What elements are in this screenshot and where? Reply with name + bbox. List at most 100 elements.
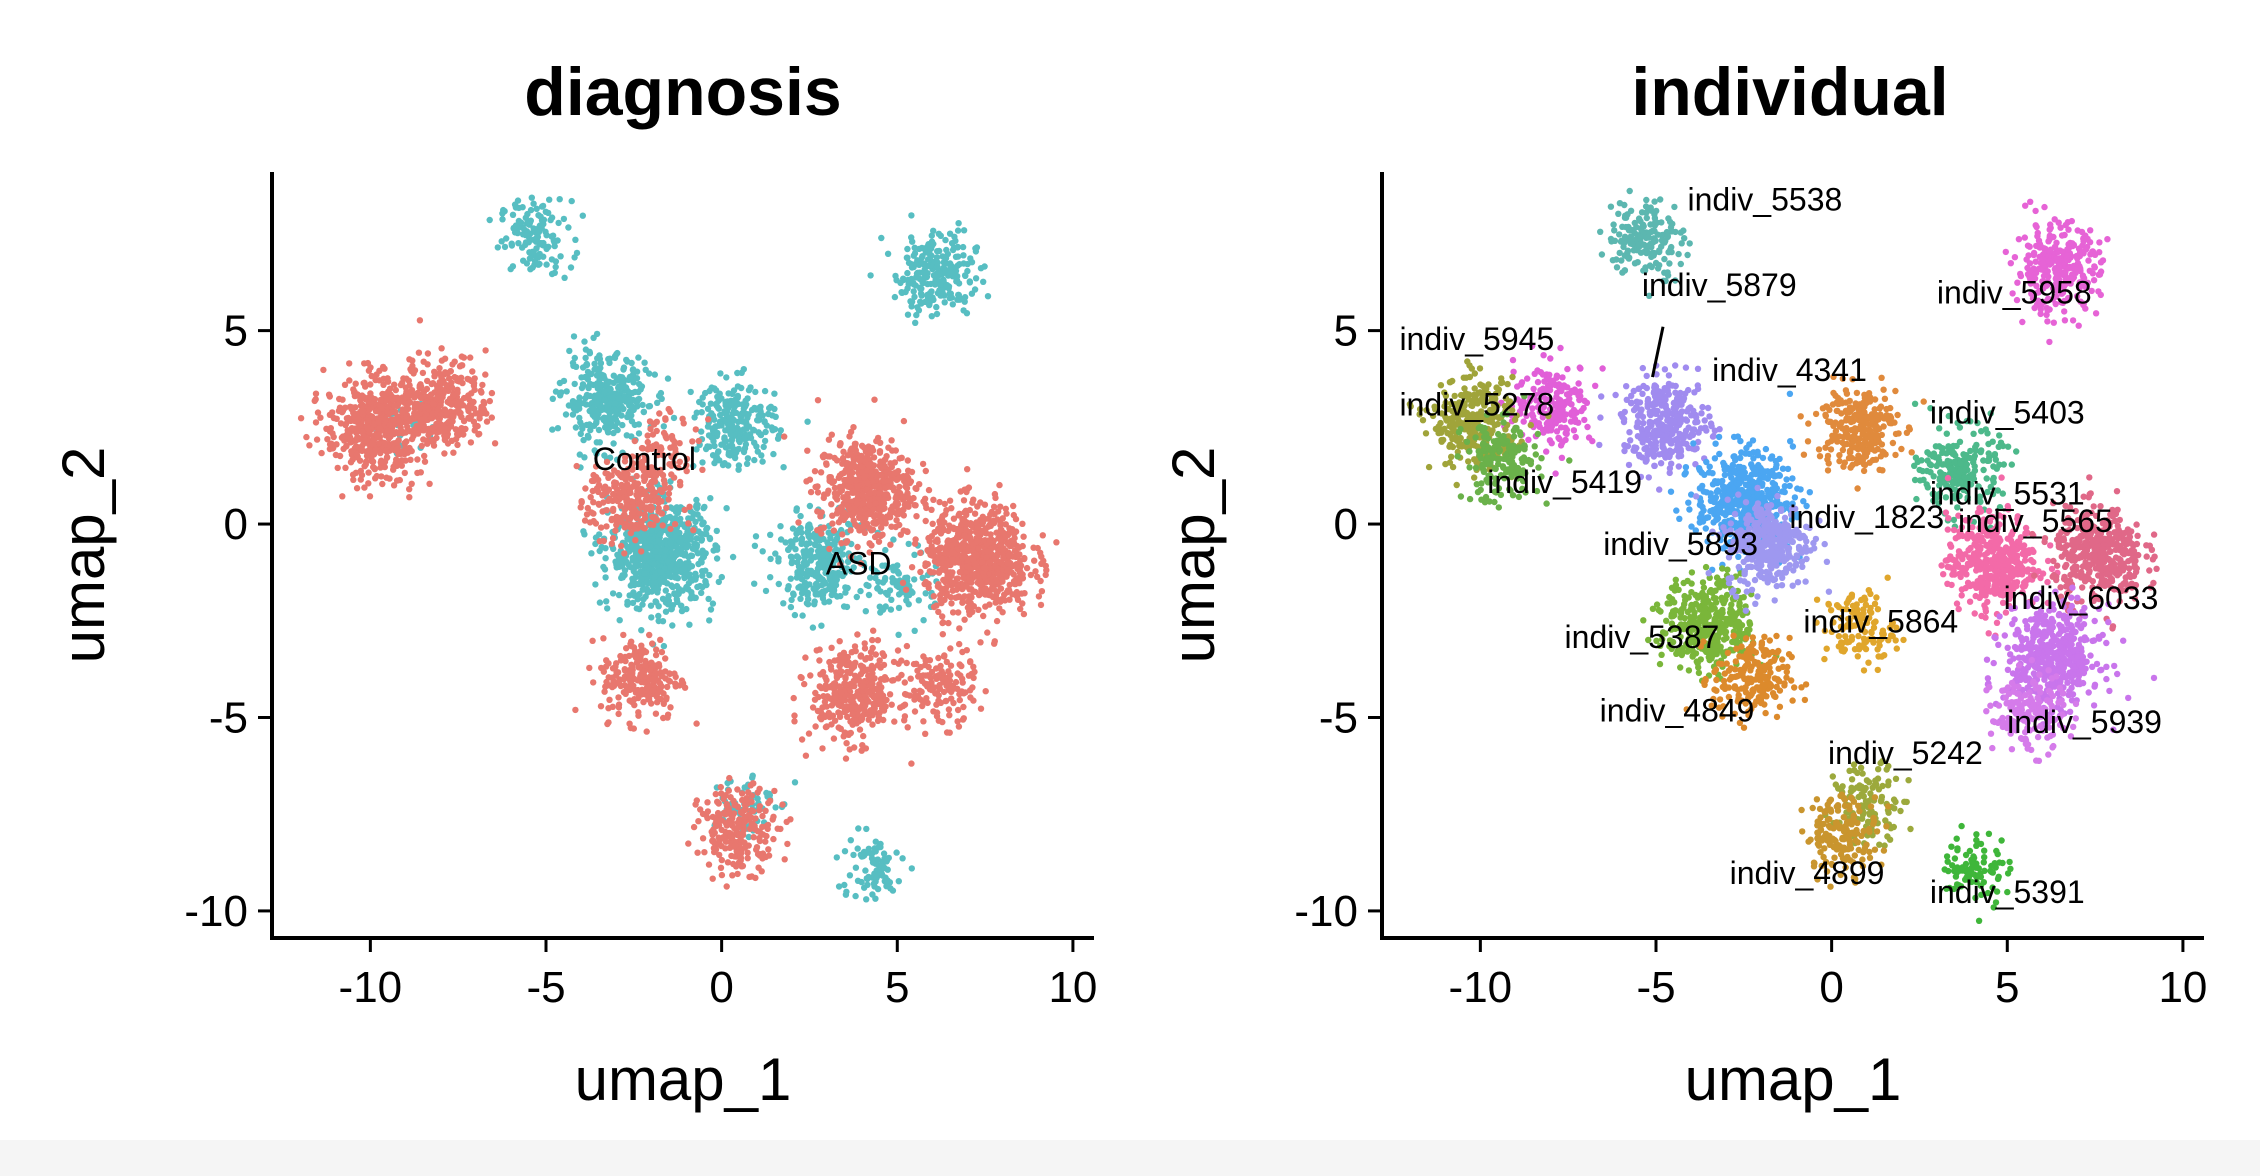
panel-0-point (825, 436, 833, 443)
panel-0-point (581, 338, 588, 345)
panel-0-point (672, 683, 679, 690)
panel-0-point (297, 415, 305, 422)
panel-0-point (625, 376, 632, 383)
panel-0-point (997, 585, 1005, 592)
panel-0-point (861, 852, 868, 859)
panel-0-point (911, 250, 919, 257)
panel-0-point (408, 480, 415, 487)
panel-0-point (606, 696, 613, 703)
panel-0-point (652, 710, 660, 717)
panel-0-point (835, 883, 843, 890)
panel-0-point (411, 426, 418, 433)
panel-0-point (325, 391, 333, 398)
panel-0-point (414, 469, 421, 477)
panel-0-point (899, 855, 906, 862)
panel-0-point (992, 494, 999, 502)
panel-0-point (589, 487, 596, 495)
panel-0-point (372, 447, 379, 454)
panel-0-point (881, 462, 888, 470)
panel-0-point (438, 345, 445, 352)
panel-0-point (603, 598, 610, 605)
panel-0-point (615, 376, 622, 383)
panel-0-point (340, 445, 347, 453)
panel-0-point (775, 555, 782, 562)
panel-0-point (384, 427, 391, 434)
panel-0-point (751, 456, 758, 464)
panel-0-point (961, 532, 968, 539)
panel-0-point (939, 619, 946, 627)
panel-0-point (996, 481, 1003, 489)
panel-0-point (436, 365, 443, 372)
panel-0-point (404, 405, 412, 413)
panel-0-point (704, 524, 711, 532)
panel-0-point (672, 533, 679, 540)
panel-0-point (654, 699, 661, 706)
panel-0-point (590, 499, 597, 506)
panel-0-point (660, 423, 667, 430)
panel-0-point (635, 354, 642, 361)
panel-0-point (830, 735, 838, 742)
panel-0-point (971, 286, 979, 293)
panel-0-point (917, 549, 924, 557)
panel-0-point (767, 555, 774, 563)
panel-0-point (464, 375, 471, 383)
panel-0-point (587, 426, 594, 434)
panel-0-point (973, 551, 980, 559)
panel-0-point (638, 518, 645, 525)
panel-0-point (626, 396, 633, 403)
panel-0-point (421, 414, 428, 422)
panel-0-point (705, 432, 713, 439)
panel-0-point (602, 574, 609, 581)
panel-0-point (911, 627, 918, 634)
panel-0-point (937, 597, 945, 605)
panel-0-point (609, 703, 616, 710)
panel-0-point (405, 377, 412, 384)
panel-0-point (450, 413, 457, 421)
panel-0-point (893, 476, 900, 484)
panel-0-point (625, 672, 633, 679)
panel-0-point (551, 242, 558, 250)
panel-0-point (408, 447, 415, 455)
panel-0-point (512, 222, 520, 229)
panel-0-point (960, 516, 968, 523)
panel-0-point (933, 310, 941, 318)
panel-0-point (900, 275, 907, 282)
panel-0-point (918, 300, 925, 307)
panel-0-point (377, 396, 384, 404)
panel-0-point (884, 250, 892, 257)
panel-0-point (572, 236, 579, 243)
panel-0-point (673, 544, 681, 551)
panel-0-point (789, 541, 796, 548)
panel-0-point (935, 230, 942, 237)
panel-0-point (350, 386, 357, 393)
panel-0-point (839, 455, 846, 463)
panel-0-point (641, 662, 648, 669)
panel-0-point (832, 581, 840, 589)
panel-0-point (582, 485, 589, 492)
panel-0-point (621, 550, 628, 557)
panel-0-point (997, 598, 1004, 605)
panel-0-point (840, 603, 848, 610)
panel-0-point (878, 234, 885, 242)
panel-0-point (890, 487, 898, 494)
panel-0-point (1002, 505, 1009, 512)
panel-0-point (651, 573, 658, 581)
panel-0-point (425, 425, 432, 433)
panel-0-point (421, 458, 429, 465)
panel-0-point (584, 368, 592, 376)
panel-0-point (728, 442, 736, 449)
panel-0-point (797, 595, 804, 602)
panel-0-point (652, 651, 660, 659)
panel-0-point (660, 477, 668, 484)
panel-0-point (751, 580, 758, 587)
panel-0-point (358, 443, 366, 450)
panel-0-point (583, 360, 590, 368)
panel-0-point (596, 352, 603, 359)
panel-0-point (876, 490, 883, 497)
panel-0-point (529, 264, 536, 271)
panel-0-point (918, 244, 926, 252)
panel-0-point (382, 415, 389, 423)
panel-0-point (1002, 521, 1009, 528)
panel-0-point (939, 253, 946, 260)
